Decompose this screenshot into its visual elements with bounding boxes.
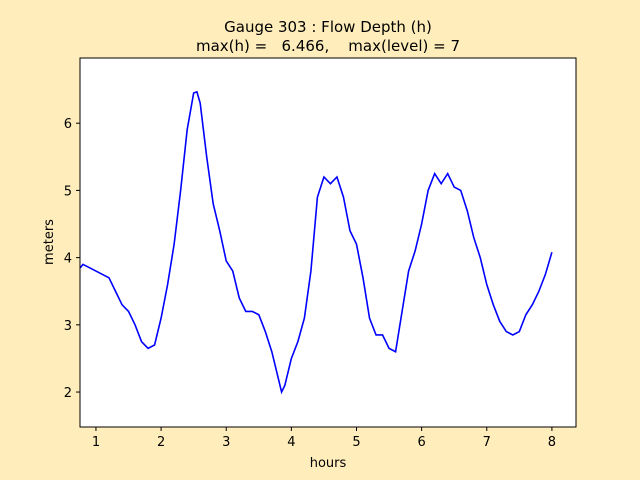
x-tick-label: 2	[157, 435, 165, 450]
x-tick-label: 4	[287, 435, 295, 450]
y-axis-label: meters	[42, 219, 57, 265]
x-tick-label: 1	[92, 435, 100, 450]
x-tick-label: 8	[548, 435, 556, 450]
plot-area	[80, 58, 576, 427]
y-tick-label: 2	[64, 386, 72, 401]
y-tick-label: 6	[64, 117, 72, 132]
y-tick-label: 5	[64, 184, 72, 199]
x-tick-label: 7	[483, 435, 491, 450]
chart-title: Gauge 303 : Flow Depth (h)	[224, 18, 432, 36]
y-tick-label: 3	[64, 319, 72, 334]
axes-frame	[79, 57, 577, 428]
x-tick-label: 3	[222, 435, 230, 450]
x-tick-label: 5	[352, 435, 360, 450]
x-tick-label: 6	[417, 435, 425, 450]
data-line	[79, 90, 553, 395]
chart-subtitle: max(h) = 6.466, max(level) = 7	[196, 37, 460, 55]
y-tick-label: 4	[64, 252, 72, 267]
x-axis-label: hours	[310, 456, 347, 471]
